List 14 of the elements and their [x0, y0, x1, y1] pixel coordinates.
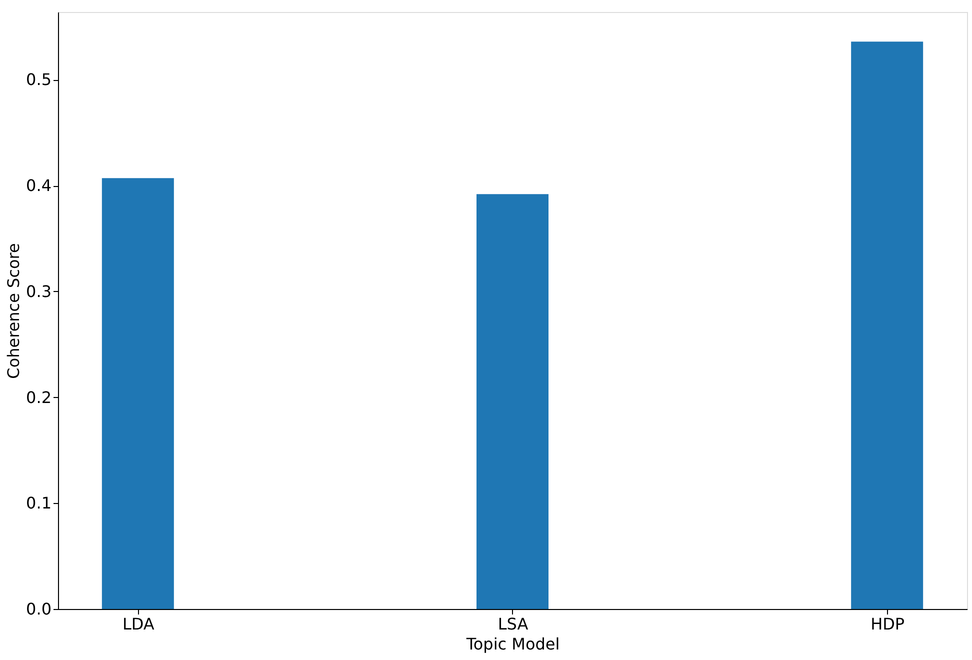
x-axis-title: Topic Model: [465, 634, 560, 654]
bar: [476, 194, 548, 609]
x-tick-label: HDP: [870, 614, 905, 634]
y-tick-label: 0.4: [26, 176, 52, 196]
y-tick-label: 0.3: [26, 282, 52, 301]
x-tick-label: LDA: [122, 614, 154, 634]
y-tick-label: 0.2: [26, 388, 52, 407]
y-axis-title: Coherence Score: [4, 243, 24, 379]
bar: [102, 178, 174, 609]
y-tick-label: 0.1: [26, 494, 52, 513]
y-tick-label: 0.0: [26, 600, 52, 618]
y-tick-label: 0.5: [26, 70, 52, 90]
bar: [851, 42, 924, 609]
x-tick-label: LSA: [498, 614, 528, 634]
